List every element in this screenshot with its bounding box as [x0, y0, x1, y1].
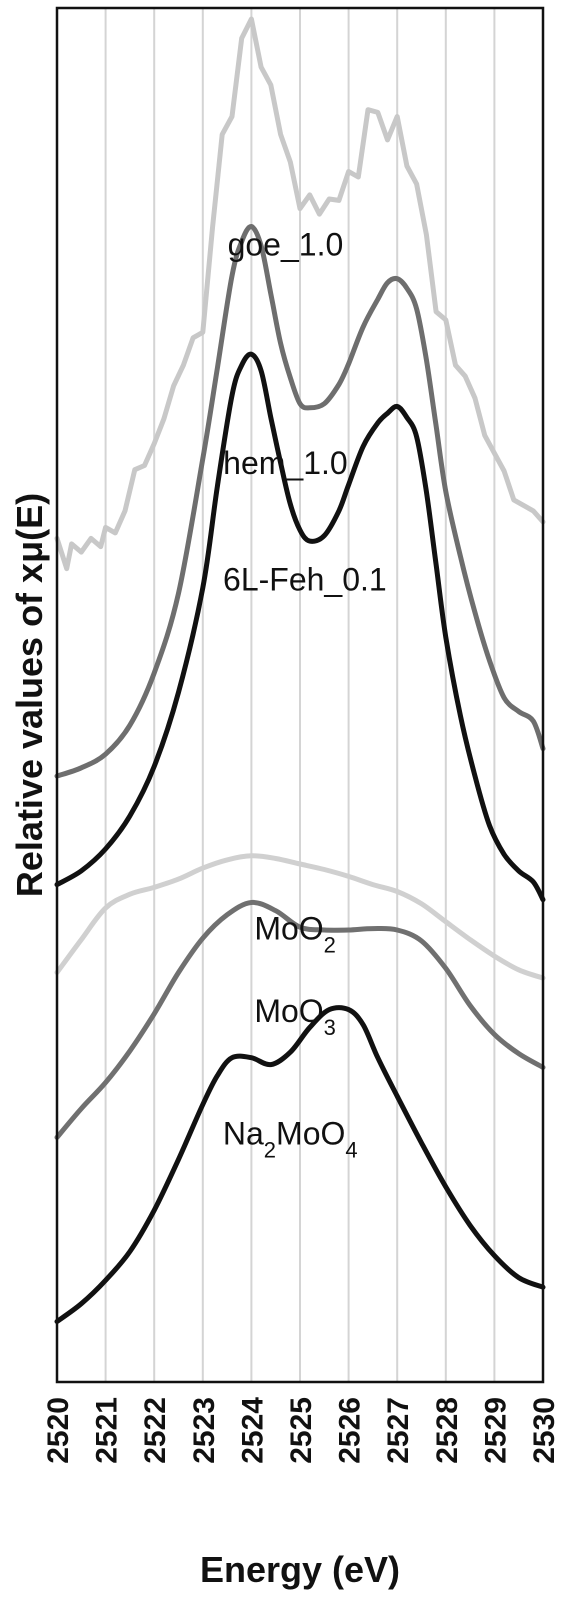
x-tick-labels: 2520 2521 2522 2523 2524 2525 2526 2527 2528 2529…	[42, 1397, 561, 1464]
series-label: MoO2	[254, 911, 336, 958]
x-tick-2529: 2529	[479, 1397, 512, 1464]
x-tick-2523: 2523	[188, 1397, 221, 1464]
series-label: 6L-Feh_0.1	[223, 562, 387, 598]
series-label: Na2MoO4	[223, 1115, 358, 1162]
x-tick-2526: 2526	[334, 1397, 367, 1464]
plot-frame	[55, 6, 545, 1384]
series-line-moo2	[54, 853, 546, 981]
series-line-na2moo4	[54, 1005, 546, 1324]
series-line-hem-1-0	[54, 224, 546, 779]
series-line-goe-1-0	[54, 16, 546, 572]
x-tick-2524: 2524	[236, 1397, 269, 1464]
x-tick-2530: 2530	[528, 1397, 561, 1464]
series-label: MoO3	[254, 993, 336, 1039]
series-lines	[54, 16, 546, 1324]
series-line-moo3	[54, 899, 546, 1140]
x-tick-2525: 2525	[285, 1397, 318, 1464]
x-tick-2522: 2522	[139, 1397, 172, 1464]
x-tick-2521: 2521	[91, 1397, 124, 1464]
series-label: hem_1.0	[223, 445, 348, 481]
series-label: goe_1.0	[228, 226, 344, 262]
x-tick-2527: 2527	[382, 1397, 415, 1464]
gridlines	[104, 8, 496, 1382]
x-tick-2520: 2520	[42, 1397, 75, 1464]
series-line-6l-feh-0-1	[54, 351, 546, 903]
x-axis-label: Energy (eV)	[200, 1549, 400, 1590]
x-tick-2528: 2528	[431, 1397, 464, 1464]
y-axis-label: Relative values of xμ(E)	[9, 493, 50, 897]
